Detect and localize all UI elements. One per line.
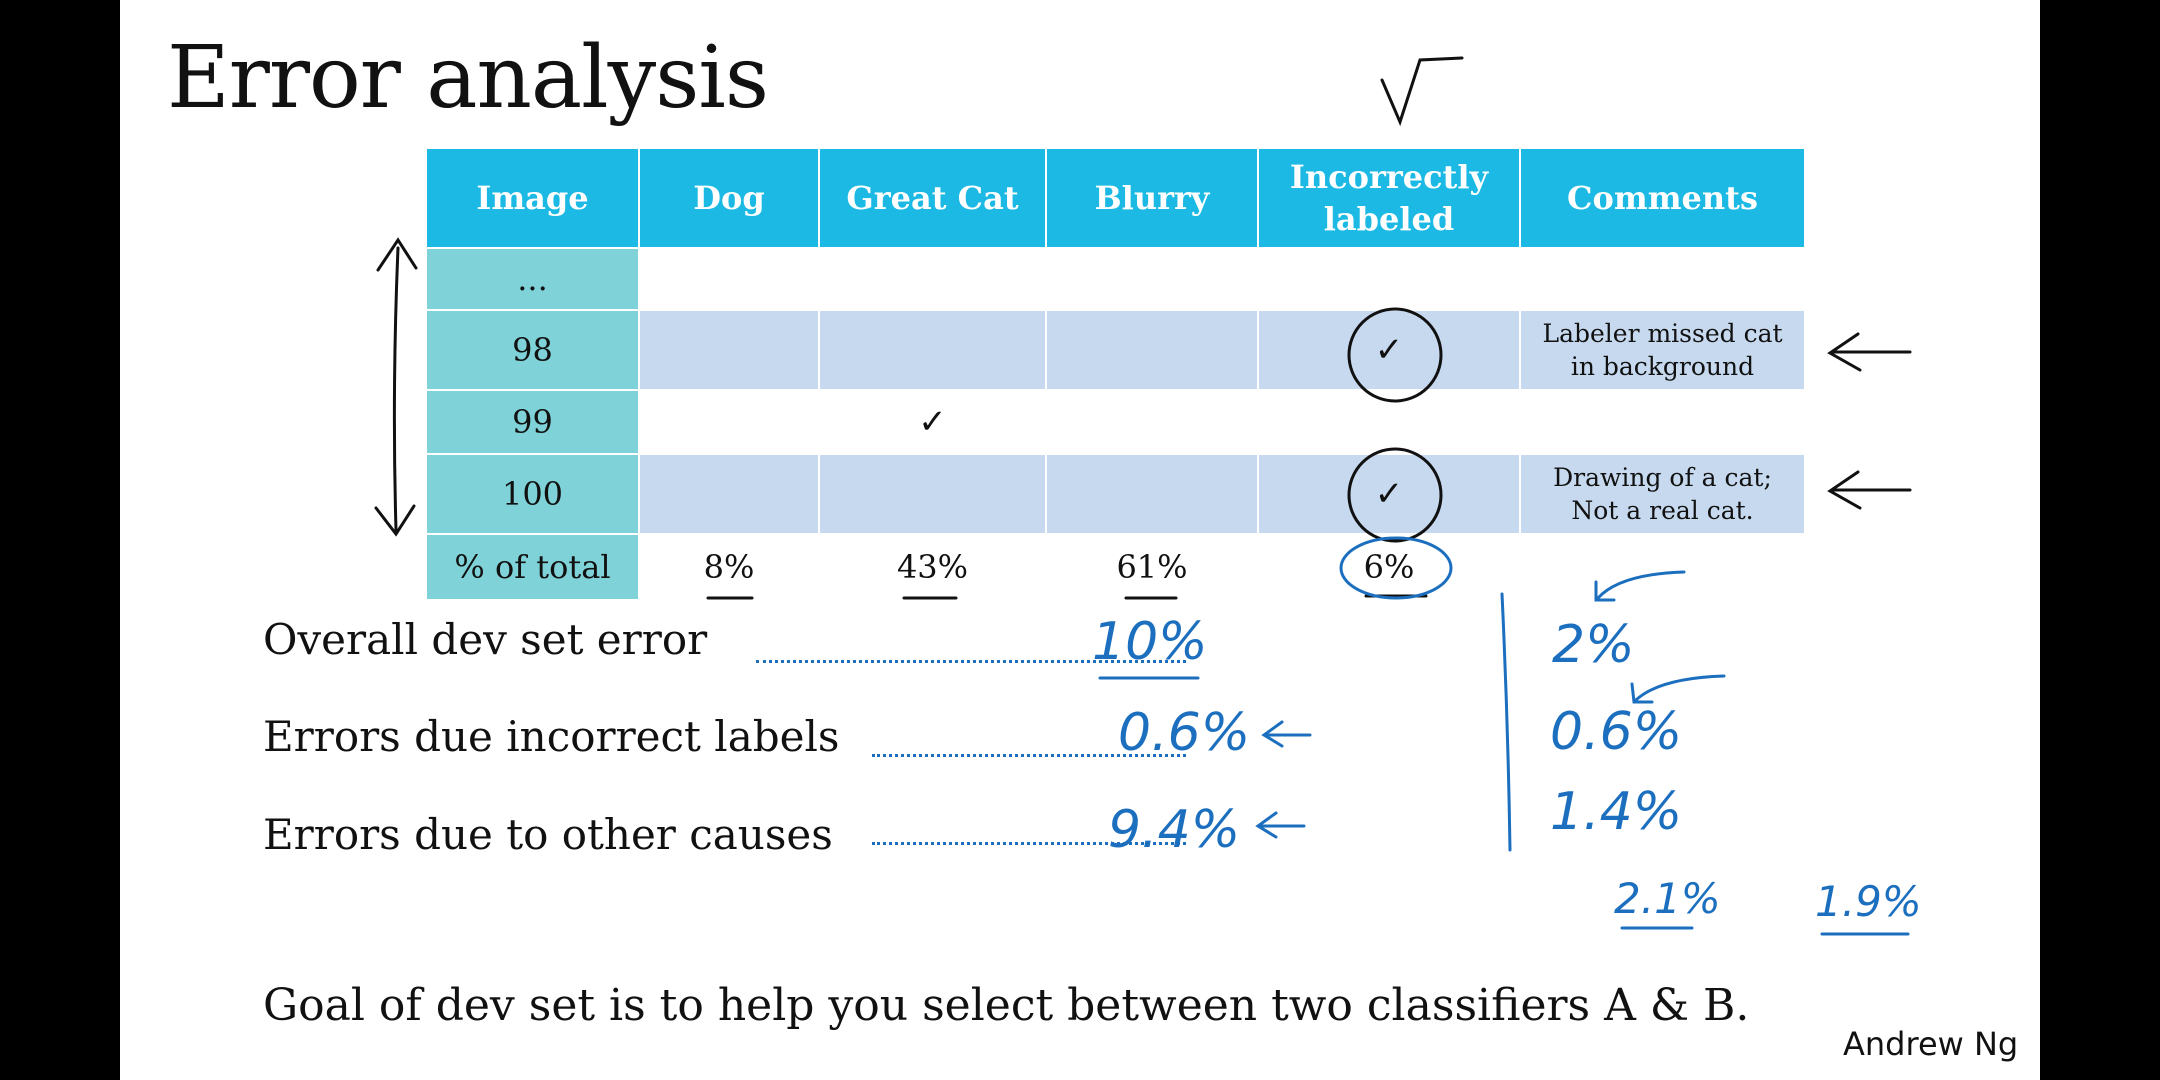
comment-cell: Labeler missed cat in background: [1519, 309, 1806, 391]
goal-statement: Goal of dev set is to help you select be…: [263, 980, 1750, 1031]
cell: [638, 453, 820, 535]
check-mark-cell: ✓: [1257, 453, 1521, 535]
header-blurry: Blurry: [1045, 147, 1259, 249]
cell: [1045, 453, 1259, 535]
error-analysis-table: Image Dog Great Cat Blurry Incorrectly l…: [425, 147, 1806, 601]
cell: [1257, 247, 1521, 311]
row-image-id: 99: [425, 389, 640, 455]
leader-dots: [872, 754, 1186, 757]
slide-title: Error analysis: [167, 28, 769, 128]
table-header-row: Image Dog Great Cat Blurry Incorrectly l…: [425, 147, 1806, 249]
cell: [638, 247, 820, 311]
header-incorrectly-labeled: Incorrectly labeled: [1257, 147, 1521, 249]
left-arrow-row-100: [1827, 470, 1912, 510]
footer-incorrect-pct: 6%: [1257, 533, 1521, 601]
footer-great-cat-pct: 43%: [818, 533, 1047, 601]
divider-line: [1500, 592, 1512, 852]
vertical-double-arrow: [392, 246, 400, 532]
comment-cell: [1519, 247, 1806, 311]
row-image-id: ...: [425, 247, 640, 311]
footer-dog-pct: 8%: [638, 533, 820, 601]
leader-dots: [756, 660, 1186, 663]
leader-dots: [872, 842, 1186, 845]
footer-blurry-pct: 61%: [1045, 533, 1259, 601]
table-row: ...: [425, 247, 1806, 311]
cell: [1257, 389, 1521, 455]
cell: [1045, 389, 1259, 455]
handwritten-other-value: 9.4%: [1108, 800, 1241, 860]
overall-error-label: Overall dev set error: [263, 615, 708, 664]
comment-cell: [1519, 389, 1806, 455]
cell: [818, 453, 1047, 535]
handwritten-classifier-b: 1.9%: [1815, 877, 1922, 926]
left-arrow-other: [1255, 811, 1306, 839]
check-mark-cell: ✓: [1257, 309, 1521, 391]
arrow-head-bottom: [374, 504, 416, 537]
cell: [818, 247, 1047, 311]
table-row: 98 ✓ Labeler missed cat in background: [425, 309, 1806, 391]
sqrt-check-sketch: [1380, 56, 1464, 127]
cell: [1045, 309, 1259, 391]
handwritten-incorrect-value-2: 0.6%: [1550, 702, 1683, 762]
check-mark-cell: ✓: [818, 389, 1047, 455]
header-dog: Dog: [638, 147, 820, 249]
arrow-to-0.6pct: [1630, 674, 1726, 704]
header-great-cat: Great Cat: [818, 147, 1047, 249]
row-image-id: 98: [425, 309, 640, 391]
handwritten-classifier-a: 2.1%: [1614, 874, 1721, 923]
left-arrow-row-98: [1827, 332, 1912, 372]
header-image: Image: [425, 147, 640, 249]
handwritten-other-value-2: 1.4%: [1550, 782, 1683, 842]
slide: Error analysis Image Dog Great Cat Blurr…: [120, 0, 2040, 1080]
handwritten-incorrect-value: 0.6%: [1118, 703, 1251, 763]
table-row: 99 ✓: [425, 389, 1806, 455]
handwritten-overall-value-2: 2%: [1552, 615, 1635, 675]
other-causes-label: Errors due to other causes: [263, 810, 833, 859]
comment-cell: Drawing of a cat; Not a real cat.: [1519, 453, 1806, 535]
footer-comments: [1519, 533, 1806, 601]
cell: [1045, 247, 1259, 311]
header-comments: Comments: [1519, 147, 1806, 249]
row-image-id: 100: [425, 453, 640, 535]
table-footer-row: % of total 8% 43% 61% 6%: [425, 533, 1806, 601]
incorrect-labels-label: Errors due incorrect labels: [263, 712, 840, 761]
footer-label: % of total: [425, 533, 640, 601]
arrow-head-top: [376, 237, 418, 272]
handwritten-overall-value: 10%: [1092, 612, 1208, 672]
cell: [638, 389, 820, 455]
left-arrow-incorrect: [1261, 720, 1312, 748]
cell: [638, 309, 820, 391]
table-row: 100 ✓ Drawing of a cat; Not a real cat.: [425, 453, 1806, 535]
author-name: Andrew Ng: [1843, 1025, 2019, 1063]
cell: [818, 309, 1047, 391]
